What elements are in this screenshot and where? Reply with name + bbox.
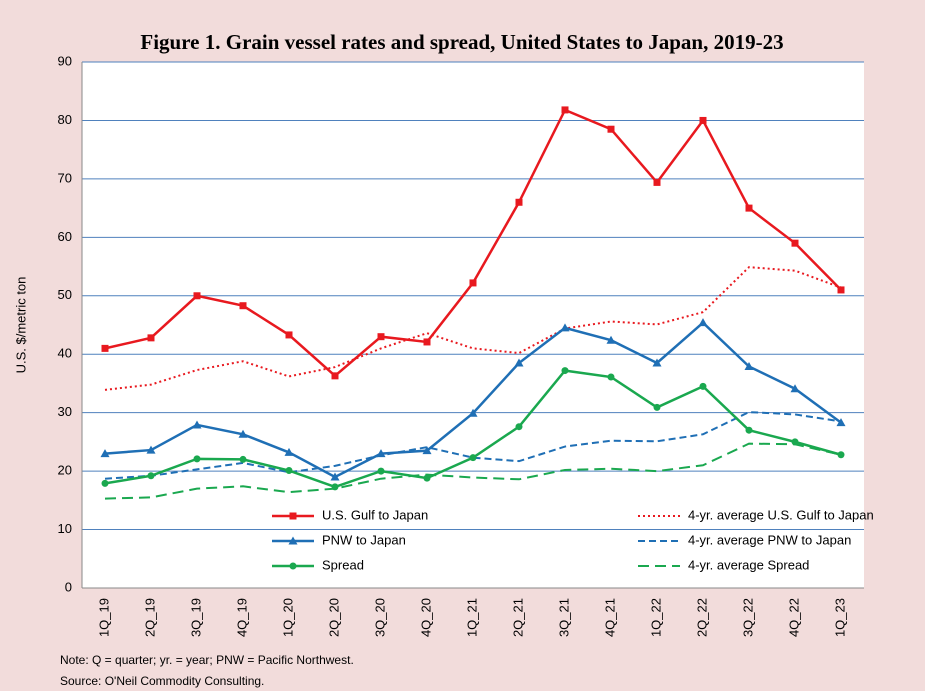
point [836,418,846,427]
x-tick-label: 1Q_21 [464,598,479,637]
x-tick-label: 4Q_22 [786,598,801,637]
point [422,446,432,455]
point [837,286,845,294]
legend-marker [288,536,298,545]
legend-label: PNW to Japan [322,532,406,547]
point [101,344,109,352]
point [698,318,708,327]
x-tick-label: 4Q_20 [418,598,433,637]
x-tick-label: 2Q_19 [142,598,157,637]
point [285,467,293,475]
y-axis-label: U.S. $/metric ton [13,277,28,374]
legend-label: 4-yr. average U.S. Gulf to Japan [688,507,874,522]
point [377,333,385,341]
x-tick-label: 1Q_23 [832,598,847,637]
legend-label: 4-yr. average PNW to Japan [688,532,851,547]
point [331,372,339,380]
x-tick-label: 4Q_21 [602,598,617,637]
point [837,451,845,459]
x-tick-label: 1Q_19 [96,598,111,637]
point [192,420,202,429]
point [377,467,385,475]
point [515,198,523,206]
legend-label: 4-yr. average Spread [688,557,809,572]
x-tick-label: 1Q_20 [280,598,295,637]
point [469,279,477,287]
x-tick-label: 2Q_20 [326,598,341,637]
x-tick-label: 3Q_20 [372,598,387,637]
point [100,449,110,458]
point [469,454,477,462]
y-tick-label: 60 [58,229,72,244]
x-tick-label: 3Q_22 [740,598,755,637]
legend-marker [289,512,297,520]
point [101,479,109,487]
point [468,408,478,417]
legend-marker [289,562,297,570]
plot-area [82,62,864,588]
chart-title: Figure 1. Grain vessel rates and spread,… [140,30,783,54]
point [239,455,247,463]
point [146,445,156,454]
y-tick-label: 90 [58,53,72,68]
y-tick-label: 70 [58,170,72,185]
point [745,426,753,434]
point [653,178,661,186]
y-tick-label: 50 [58,287,72,302]
source: Source: O'Neil Commodity Consulting. [60,674,264,688]
point [561,367,569,375]
point [193,292,201,300]
point [284,447,294,456]
point [653,403,661,411]
point [423,338,431,346]
point [607,373,615,381]
point [790,384,800,393]
point [285,331,293,339]
point [423,474,431,482]
x-tick-label: 3Q_19 [188,598,203,637]
x-tick-label: 2Q_21 [510,598,525,637]
y-tick-label: 0 [65,579,72,594]
x-tick-label: 3Q_21 [556,598,571,637]
point [147,472,155,480]
legend-label: U.S. Gulf to Japan [322,507,428,522]
x-tick-label: 2Q_22 [694,598,709,637]
point [606,335,616,344]
point [561,106,569,114]
point [515,423,523,431]
y-tick-label: 10 [58,521,72,536]
point [147,334,155,342]
legend-label: Spread [322,557,364,572]
point [560,323,570,332]
y-tick-label: 30 [58,404,72,419]
y-tick-label: 40 [58,346,72,361]
point [193,455,201,463]
y-tick-label: 20 [58,463,72,478]
note: Note: Q = quarter; yr. = year; PNW = Pac… [60,653,354,667]
point [699,382,707,390]
point [652,358,662,367]
point [699,116,707,124]
x-tick-label: 4Q_19 [234,598,249,637]
point [514,358,524,367]
point [330,472,340,481]
y-tick-label: 80 [58,112,72,127]
point [239,302,247,310]
series-line [104,266,842,391]
point [744,361,754,370]
point [238,429,248,438]
series-line [104,442,842,500]
point [791,239,799,247]
series-line [104,411,842,480]
point [607,125,615,133]
x-tick-label: 1Q_22 [648,598,663,637]
point [745,204,753,212]
